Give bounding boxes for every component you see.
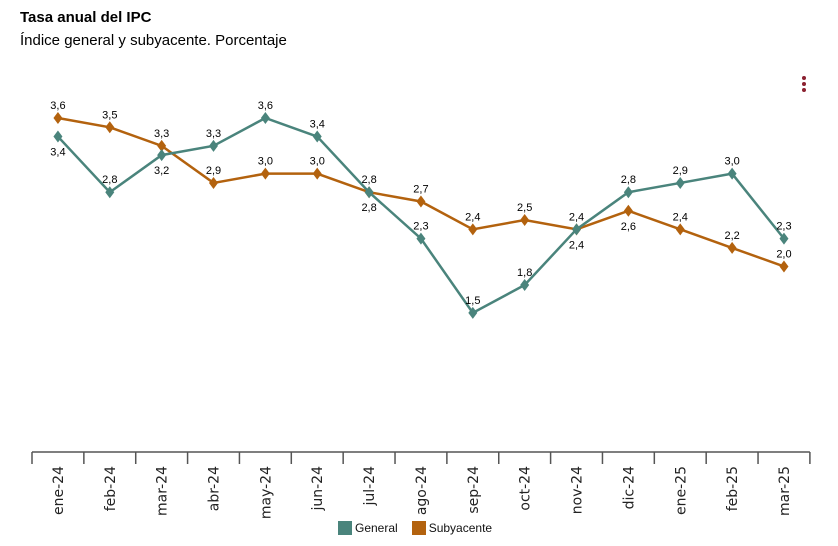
data-label: 3,4 [50, 147, 65, 159]
data-label: 2,8 [361, 174, 376, 186]
x-tick-label: jun-24 [310, 466, 326, 512]
x-tick-label: oct-24 [518, 466, 534, 511]
x-tick-label: abr-24 [207, 466, 223, 511]
data-label: 3,6 [258, 100, 273, 112]
data-point [416, 195, 426, 208]
data-point [675, 176, 685, 189]
data-label: 2,9 [206, 165, 221, 177]
data-point [53, 112, 63, 124]
data-point [623, 204, 633, 217]
data-point [572, 223, 582, 236]
data-point [260, 167, 270, 180]
data-label: 2,3 [413, 221, 428, 233]
data-point [53, 130, 63, 143]
x-tick-label: mar-25 [777, 466, 793, 516]
data-point [779, 232, 789, 245]
x-tick-label: sep-24 [466, 466, 482, 514]
data-point [416, 232, 426, 245]
legend-item-general[interactable]: General [338, 521, 398, 535]
data-label: 2,5 [517, 202, 532, 214]
data-point [209, 139, 219, 152]
data-label: 2,6 [621, 221, 636, 233]
data-label: 3,0 [310, 156, 325, 168]
chart-title: Tasa anual del IPC [20, 9, 152, 26]
data-label: 3,4 [310, 119, 325, 131]
data-label: 2,4 [673, 211, 688, 223]
x-tick-label: jul-24 [362, 466, 378, 507]
data-label: 2,4 [569, 239, 584, 251]
data-point [105, 186, 115, 199]
data-label: 3,3 [206, 128, 221, 140]
data-point [157, 149, 167, 162]
data-point [779, 260, 789, 273]
data-label: 2,8 [102, 174, 117, 186]
data-label: 2,7 [413, 184, 428, 196]
data-label: 3,5 [102, 109, 117, 121]
data-label: 3,0 [258, 156, 273, 168]
data-point [468, 223, 478, 236]
data-point [468, 306, 478, 319]
chart-subtitle: Índice general y subyacente. Porcentaje [20, 32, 287, 49]
data-point [260, 112, 270, 124]
data-label: 2,4 [569, 211, 584, 223]
data-label: 1,8 [517, 267, 532, 279]
legend-item-subyacente[interactable]: Subyacente [411, 521, 493, 535]
data-point [312, 130, 322, 143]
data-point [675, 223, 685, 236]
x-tick-label: ene-24 [51, 466, 67, 515]
data-label: 2,0 [776, 248, 791, 260]
data-label: 2,9 [673, 165, 688, 177]
data-point [105, 121, 115, 134]
data-label: 3,2 [154, 165, 169, 177]
data-label: 3,0 [724, 156, 739, 168]
data-point [520, 214, 530, 227]
data-label: 1,5 [465, 295, 480, 307]
legend-label: Subyacente [428, 521, 493, 535]
x-tick-label: feb-24 [103, 466, 119, 511]
x-tick-label: mar-24 [155, 466, 171, 516]
legend-swatch [411, 521, 426, 535]
data-point [209, 176, 219, 189]
data-point [623, 186, 633, 199]
data-label: 2,3 [776, 221, 791, 233]
data-label: 3,6 [50, 100, 65, 112]
x-tick-label: ago-24 [414, 466, 430, 515]
data-point [157, 139, 167, 152]
data-point [520, 279, 530, 291]
data-point [312, 167, 322, 180]
data-point [727, 167, 737, 180]
x-tick-label: may-24 [258, 466, 274, 519]
kebab-menu-icon[interactable] [798, 74, 810, 96]
data-label: 2,8 [621, 174, 636, 186]
data-point [364, 186, 374, 199]
x-tick-label: feb-25 [725, 466, 741, 511]
x-tick-label: nov-24 [570, 466, 586, 514]
legend: General Subyacente [338, 521, 492, 535]
legend-swatch [338, 521, 352, 535]
data-label: 3,3 [154, 128, 169, 140]
data-label: 2,4 [465, 211, 480, 223]
x-tick-label: ene-25 [673, 466, 689, 515]
legend-label: General [355, 521, 398, 535]
data-point [727, 241, 737, 254]
data-label: 2,8 [361, 202, 376, 214]
data-label: 2,2 [724, 230, 739, 242]
x-tick-label: dic-24 [621, 466, 637, 509]
